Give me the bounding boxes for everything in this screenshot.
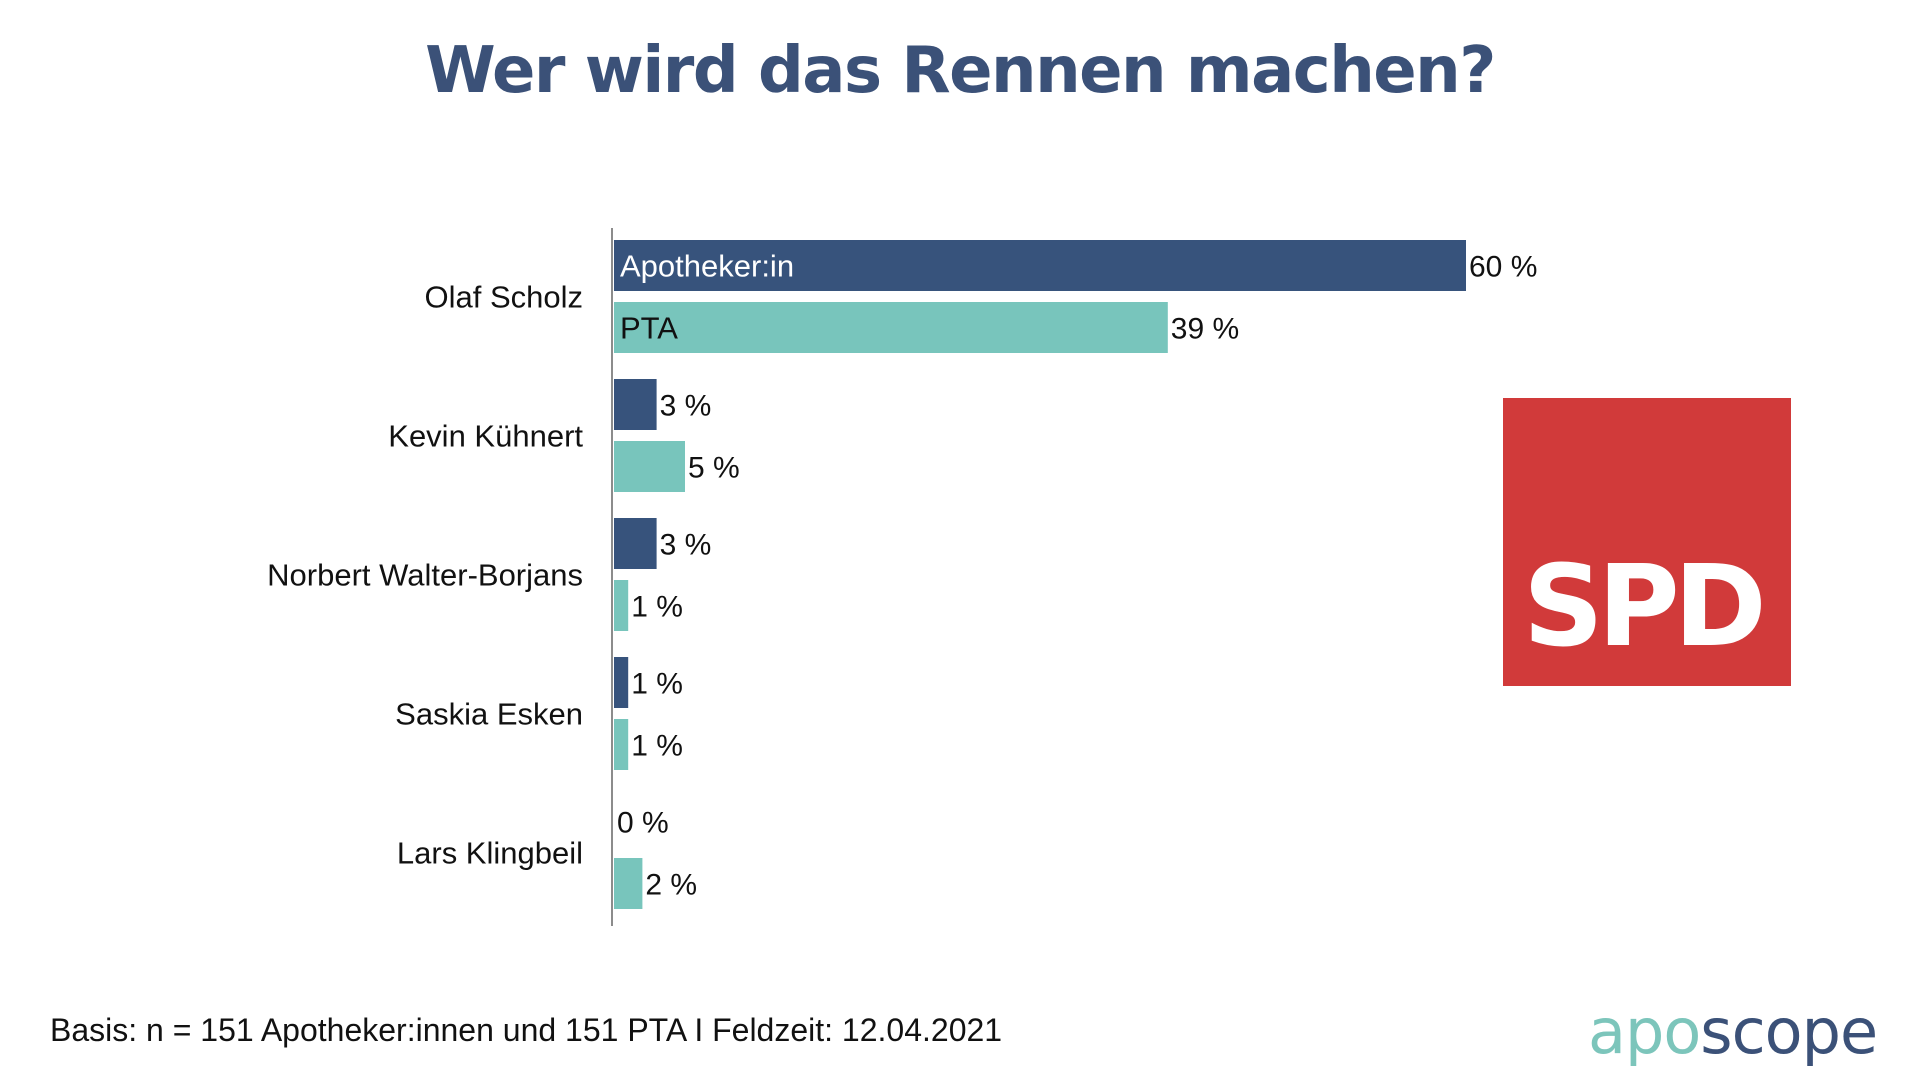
- value-label: 1 %: [631, 591, 683, 624]
- category-label: Lars Klingbeil: [397, 836, 583, 871]
- category-label: Saskia Esken: [395, 697, 583, 732]
- value-label: 1 %: [631, 668, 683, 701]
- value-label: 3 %: [660, 529, 712, 562]
- bar-pta: [614, 580, 629, 631]
- value-label: 60 %: [1469, 251, 1537, 284]
- bar-apotheker: [614, 240, 1466, 291]
- value-label: 0 %: [617, 807, 669, 840]
- bar-apotheker: [614, 379, 657, 430]
- legend-label-pta: PTA: [620, 311, 678, 346]
- bar-pta: [614, 302, 1168, 353]
- bar-apotheker: [614, 518, 657, 569]
- category-label: Olaf Scholz: [424, 280, 583, 315]
- value-label: 1 %: [631, 730, 683, 763]
- bar-pta: [614, 719, 629, 770]
- brand-scope: scope: [1700, 995, 1878, 1068]
- category-labels: Olaf Scholz Kevin Kühnert Norbert Walter-B…: [267, 280, 583, 871]
- aposcope-logo: aposcope: [1588, 995, 1878, 1068]
- bar-pta: [614, 858, 643, 909]
- category-label: Kevin Kühnert: [388, 419, 583, 454]
- chart-title: Wer wird das Rennen machen?: [425, 34, 1496, 108]
- legend-label-apotheker: Apotheker:in: [620, 249, 794, 284]
- value-label: 3 %: [660, 390, 712, 423]
- value-label: 2 %: [645, 869, 697, 902]
- spd-logo: SPD: [1503, 398, 1791, 686]
- bar-apotheker: [614, 657, 629, 708]
- spd-logo-text: SPD: [1523, 542, 1767, 672]
- brand-apo: apo: [1588, 995, 1701, 1068]
- bars: [614, 240, 1466, 909]
- value-label: 39 %: [1171, 313, 1239, 346]
- value-label: 5 %: [688, 452, 740, 485]
- bar-pta: [614, 441, 685, 492]
- footer-basis-note: Basis: n = 151 Apotheker:innen und 151 P…: [50, 1012, 1003, 1048]
- value-labels: 60 % Apotheker:in 39 % PTA 3 % 5 % 3 % 1 % 1 % 1 …: [617, 249, 1537, 902]
- category-label: Norbert Walter-Borjans: [267, 558, 583, 593]
